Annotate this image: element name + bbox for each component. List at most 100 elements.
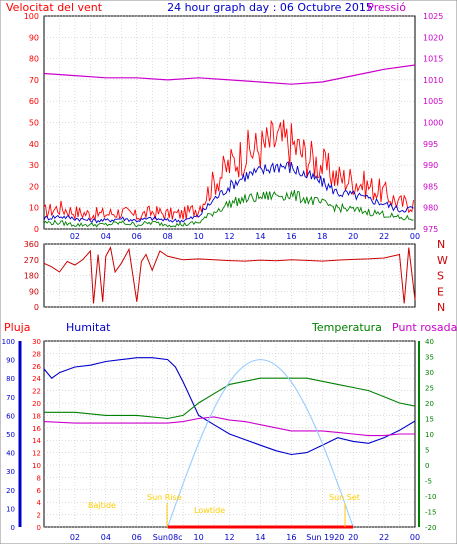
rain-tick-label: 0 (37, 524, 41, 532)
hour-tick-label: 20 (348, 232, 358, 241)
compass-label: E (437, 285, 444, 298)
hour-tick-label: 22 (379, 232, 389, 241)
speed-tick-label: 80 (29, 55, 39, 64)
rain-tick-label: 14 (32, 437, 41, 445)
dewpoint-label: Punt rosada (392, 321, 457, 334)
direction-tick-label: 90 (29, 287, 39, 296)
series-humidity (43, 357, 416, 456)
rain-tick-label: 20 (32, 400, 41, 408)
temperature-tick-label: 0 (425, 462, 429, 470)
temperature-label: Temperatura (311, 321, 382, 334)
series-dewpoint (43, 416, 415, 437)
pressure-tick-label: 985 (423, 182, 438, 191)
temperature-tick-label: 15 (425, 416, 434, 424)
wind-speed-label: Velocitat del vent (6, 1, 103, 14)
chart-title: 24 hour graph day : 06 Octubre 2015 (167, 1, 373, 14)
speed-tick-label: 10 (29, 204, 39, 213)
series-direction (43, 246, 416, 304)
humidity-tick-label: 0 (11, 524, 15, 532)
rain-tick-label: 12 (32, 450, 41, 458)
sunrise-time-label: Sun08c (153, 533, 183, 542)
speed-tick-label: 30 (29, 161, 39, 170)
hour-tick-label: 04 (101, 232, 111, 241)
pressure-label: Pressió (367, 1, 406, 14)
series-temperature (44, 377, 416, 420)
hour-tick-label: 20 (348, 533, 358, 542)
low-tide-label: Lowtide (194, 506, 225, 515)
hour-tick-label: 22 (379, 533, 389, 542)
sunset-time-label: Sun 1920 (306, 533, 344, 542)
speed-tick-label: 90 (29, 33, 39, 42)
sunset-label: Sun Set (329, 493, 360, 502)
speed-tick-label: 0 (34, 225, 39, 234)
pressure-tick-label: 1025 (423, 12, 443, 21)
hour-tick-label: 14 (255, 533, 265, 542)
direction-tick-label: 270 (24, 256, 39, 265)
axis-labels: 0102030405060708090100975980985990995100… (2, 12, 448, 542)
pressure-tick-label: 990 (423, 161, 438, 170)
temperature-tick-label: 5 (425, 447, 429, 455)
rain-tick-label: 22 (32, 388, 41, 396)
series-solar (167, 359, 354, 528)
pressure-tick-label: 1005 (423, 97, 443, 106)
compass-label: N (437, 238, 445, 251)
hour-tick-label: 10 (193, 533, 203, 542)
series-minimum (43, 189, 414, 228)
series-pressure (43, 64, 416, 85)
pressure-tick-label: 1020 (423, 33, 443, 42)
hour-tick-label: 00 (410, 533, 420, 542)
rain-tick-label: 18 (32, 412, 41, 420)
pressure-tick-label: 980 (423, 204, 438, 213)
temperature-tick-label: 10 (425, 431, 434, 439)
hour-tick-label: 12 (224, 533, 234, 542)
hour-tick-label: 04 (101, 533, 111, 542)
humidity-tick-label: 50 (6, 431, 15, 439)
humidity-tick-label: 100 (2, 338, 15, 346)
rain-tick-label: 4 (37, 499, 42, 507)
compass-label: N (437, 301, 445, 314)
compass-label: W (437, 254, 448, 267)
hour-tick-label: 08 (163, 232, 173, 241)
speed-tick-label: 70 (29, 76, 39, 85)
compass-label: S (437, 270, 444, 283)
hour-tick-label: 12 (224, 232, 234, 241)
rain-tick-label: 2 (37, 512, 41, 520)
humidity-tick-label: 20 (6, 487, 15, 495)
series-gust (43, 119, 414, 221)
direction-tick-label: 180 (24, 272, 39, 281)
humidity-tick-label: 70 (6, 394, 15, 402)
humidity-tick-label: 40 (6, 450, 15, 458)
humidity-tick-label: 80 (6, 375, 15, 383)
speed-tick-label: 40 (29, 140, 39, 149)
rain-tick-label: 10 (32, 462, 41, 470)
rain-tick-label: 24 (32, 375, 41, 383)
series-average (43, 161, 414, 224)
humidity-tick-label: 90 (6, 357, 15, 365)
temperature-tick-label: 40 (425, 338, 434, 346)
temperature-tick-label: 20 (425, 400, 434, 408)
temperature-tick-label: -5 (425, 478, 432, 486)
direction-tick-label: 0 (34, 303, 39, 312)
hour-tick-label: 00 (410, 232, 420, 241)
hour-tick-label: 06 (132, 232, 142, 241)
rain-tick-label: 16 (32, 425, 41, 433)
speed-tick-label: 20 (29, 182, 39, 191)
speed-tick-label: 100 (24, 12, 39, 21)
rain-tick-label: 30 (32, 338, 41, 346)
speed-tick-label: 50 (29, 119, 39, 128)
pressure-tick-label: 995 (423, 140, 438, 149)
humidity-label: Humitat (66, 321, 111, 334)
hour-tick-label: 14 (255, 232, 265, 241)
hour-tick-label: 06 (132, 533, 142, 542)
humidity-tick-label: 10 (6, 505, 15, 513)
rain-tick-label: 26 (32, 363, 41, 371)
hour-tick-label: 10 (193, 232, 203, 241)
temperature-tick-label: 25 (425, 385, 434, 393)
sunrise-label: Sun Rise (147, 493, 182, 502)
rain-tick-label: 28 (32, 350, 41, 358)
temperature-tick-label: 30 (425, 369, 434, 377)
temperature-tick-label: -20 (425, 524, 436, 532)
